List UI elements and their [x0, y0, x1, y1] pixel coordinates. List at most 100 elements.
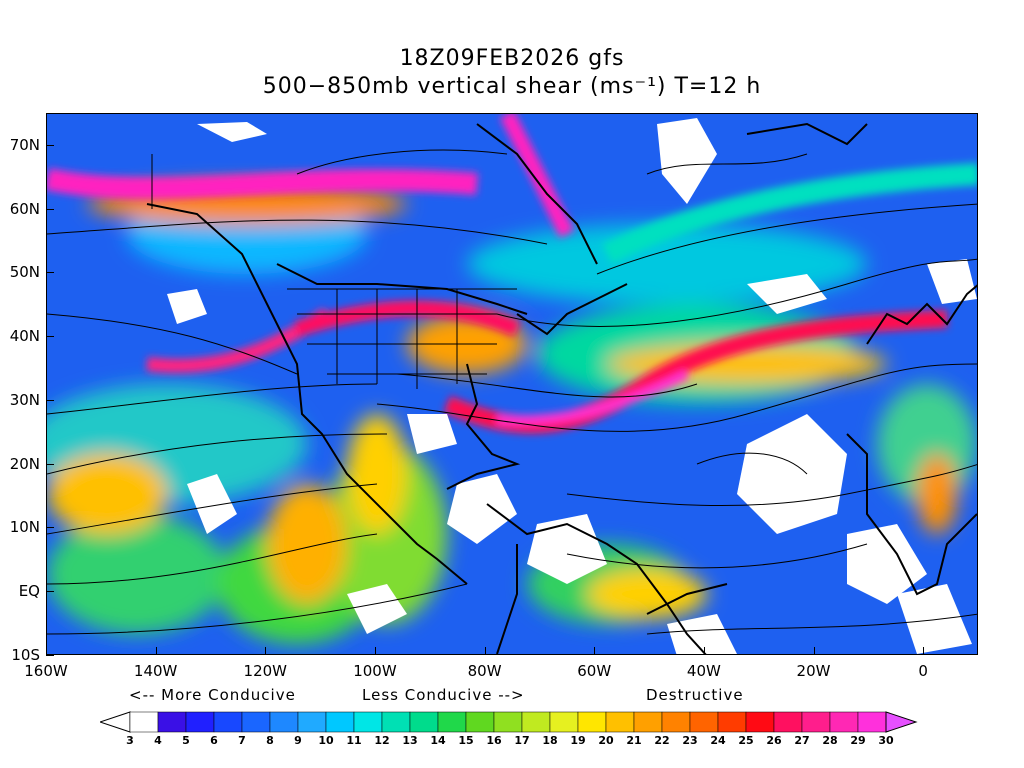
x-axis-label: 120W — [243, 662, 288, 680]
x-axis-tick — [155, 647, 157, 655]
x-axis-tick — [374, 647, 376, 655]
colorbar-label: 24 — [710, 734, 726, 747]
colorbar-label: 7 — [238, 734, 246, 747]
colorbar-box — [745, 711, 775, 733]
colorbar-label: 21 — [626, 734, 642, 747]
colorbar-box — [185, 711, 215, 733]
colorbar-box — [129, 711, 159, 733]
colorbar-box — [437, 711, 467, 733]
colorbar-label: 29 — [850, 734, 866, 747]
destructive-label: Destructive — [646, 686, 744, 704]
y-axis-tick — [46, 144, 54, 146]
x-axis-label: 80W — [467, 662, 502, 680]
y-axis-tick — [46, 272, 54, 274]
colorbar-label: 3 — [126, 734, 134, 747]
jet-streams — [47, 114, 977, 434]
colorbar-label: 5 — [182, 734, 190, 747]
colorbar-box — [773, 711, 803, 733]
colorbar-label: 20 — [598, 734, 614, 747]
low-shear-patches — [167, 118, 977, 654]
colorbar-box — [549, 711, 579, 733]
colorbar-label: 11 — [346, 734, 362, 747]
colorbar-box — [297, 711, 327, 733]
y-axis-tick — [46, 591, 54, 593]
y-axis-label: 40N — [9, 327, 40, 346]
colorbar-label: 14 — [430, 734, 446, 747]
colorbar-box — [353, 711, 383, 733]
y-axis-label: 70N — [9, 135, 40, 154]
y-axis-tick — [46, 527, 54, 529]
colorbar-label: 17 — [514, 734, 530, 747]
colorbar-label: 18 — [542, 734, 558, 747]
colorbar-box — [577, 711, 607, 733]
colorbar — [100, 711, 918, 733]
colorbar-label: 28 — [822, 734, 838, 747]
colorbar-box — [269, 711, 299, 733]
x-axis-label: 140W — [133, 662, 178, 680]
colorbar-box — [409, 711, 439, 733]
colorbar-label: 4 — [154, 734, 162, 747]
colorbar-label: 23 — [682, 734, 698, 747]
colorbar-box — [829, 711, 859, 733]
colorbar-label: 26 — [766, 734, 782, 747]
colorbar-right-arrow — [885, 711, 918, 733]
x-axis-tick — [923, 647, 925, 655]
colorbar-box — [241, 711, 271, 733]
colorbar-label: 10 — [318, 734, 334, 747]
colorbar-label: 6 — [210, 734, 218, 747]
y-axis-tick — [46, 655, 54, 656]
x-axis-tick — [594, 647, 596, 655]
colorbar-box — [465, 711, 495, 733]
colorbar-label: 27 — [794, 734, 810, 747]
colorbar-left-arrow — [100, 711, 131, 733]
shear-map-svg — [47, 114, 977, 654]
x-axis-tick — [484, 647, 486, 655]
shear-map — [46, 113, 978, 655]
x-axis-tick — [703, 647, 705, 655]
colorbar-label: 8 — [266, 734, 274, 747]
x-axis-tick — [46, 647, 47, 655]
y-axis-label: EQ — [18, 582, 40, 601]
y-axis-label: 20N — [9, 454, 40, 473]
colorbar-box — [801, 711, 831, 733]
chart-title-line2: 500−850mb vertical shear (ms⁻¹) T=12 h — [262, 74, 762, 99]
colorbar-box — [157, 711, 187, 733]
x-axis-label: 100W — [353, 662, 397, 680]
colorbar-box — [857, 711, 887, 733]
coastlines — [146, 122, 977, 654]
conducive-legend-row: <-- More Conducive Less Conducive --> De… — [0, 686, 1024, 706]
colorbar-box — [689, 711, 719, 733]
x-axis-tick — [265, 647, 267, 655]
colorbar-box — [717, 711, 747, 733]
x-axis-label: 160W — [24, 662, 68, 680]
y-axis-label: 50N — [9, 263, 40, 282]
colorbar-label: 13 — [402, 734, 418, 747]
colorbar-box — [381, 711, 411, 733]
y-axis-tick — [46, 463, 54, 465]
x-axis-label: 40W — [686, 662, 721, 680]
colorbar-box — [633, 711, 663, 733]
y-axis-tick — [46, 336, 54, 338]
colorbar-label: 22 — [654, 734, 670, 747]
colorbar-label: 30 — [878, 734, 894, 747]
x-axis-label: 60W — [577, 662, 612, 680]
y-axis-tick — [46, 208, 54, 210]
colorbar-box — [325, 711, 355, 733]
more-conducive-label: <-- More Conducive — [129, 686, 296, 704]
colorbar-label: 25 — [738, 734, 754, 747]
colorbar-label: 9 — [294, 734, 302, 747]
y-axis-label: 10S — [11, 646, 40, 664]
less-conducive-label: Less Conducive --> — [362, 686, 525, 704]
colorbar-label: 19 — [570, 734, 586, 747]
political-boundaries — [151, 154, 517, 389]
colorbar-box — [213, 711, 243, 733]
chart-title-line1: 18Z09FEB2026 gfs — [399, 46, 625, 71]
colorbar-label: 15 — [458, 734, 474, 747]
colorbar-label: 16 — [486, 734, 502, 747]
colorbar-box — [661, 711, 691, 733]
streamlines — [47, 149, 977, 635]
y-axis-tick — [46, 399, 54, 401]
colorbar-box — [521, 711, 551, 733]
x-axis-tick — [813, 647, 815, 655]
x-axis-label: 20W — [796, 662, 831, 680]
